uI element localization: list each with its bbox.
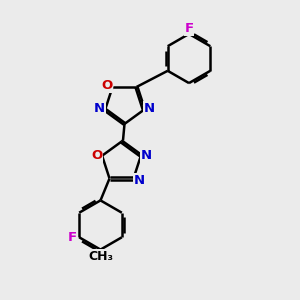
Text: F: F xyxy=(68,231,77,244)
Text: O: O xyxy=(91,149,102,162)
Text: N: N xyxy=(144,102,155,115)
Text: F: F xyxy=(184,22,194,35)
Text: CH₃: CH₃ xyxy=(88,250,113,263)
Text: N: N xyxy=(133,173,145,187)
Text: N: N xyxy=(94,102,105,115)
Text: O: O xyxy=(101,79,113,92)
Text: N: N xyxy=(141,149,152,162)
